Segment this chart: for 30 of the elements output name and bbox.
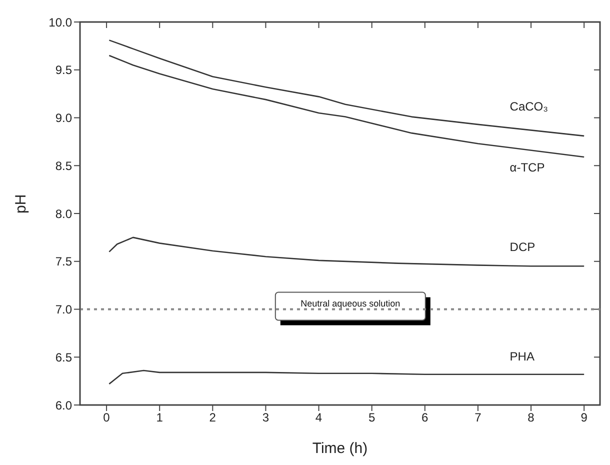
x-tick-label: 8 — [528, 410, 535, 425]
x-tick-label: 3 — [262, 410, 270, 425]
y-tick-label: 8.5 — [55, 158, 72, 173]
x-axis-title: Time (h) — [312, 440, 368, 457]
y-tick-label: 7.5 — [55, 254, 72, 269]
line-series — [108, 54, 585, 158]
line-series — [108, 236, 585, 267]
x-tick-label: 4 — [315, 410, 322, 425]
line-series — [108, 40, 585, 137]
y-tick-label: 6.0 — [55, 398, 72, 412]
x-tick-label: 6 — [422, 410, 429, 425]
y-tick-label: 6.5 — [55, 350, 72, 364]
series-label: CaCO₃ — [510, 99, 548, 114]
ref-line-label: Neutral aqueous solution — [300, 298, 400, 308]
y-tick-label: 7.0 — [55, 302, 72, 317]
x-tick-label: 9 — [580, 410, 588, 425]
y-tick-label: 9.5 — [55, 63, 72, 78]
y-tick-label: 8.0 — [55, 206, 72, 221]
line-series — [108, 370, 585, 385]
series-label: PHA — [510, 349, 534, 364]
x-tick-label: 1 — [156, 410, 164, 425]
x-tick-label: 0 — [103, 410, 110, 425]
series-label: DCP — [510, 240, 536, 254]
x-tick-label: 2 — [209, 410, 216, 425]
y-axis-title: pH — [12, 194, 30, 214]
y-tick-label: 9.0 — [55, 111, 72, 126]
y-tick-label: 10.0 — [48, 15, 72, 30]
x-tick-label: 5 — [368, 410, 376, 425]
series-label: α-TCP — [510, 160, 545, 175]
x-tick-label: 7 — [474, 410, 482, 425]
